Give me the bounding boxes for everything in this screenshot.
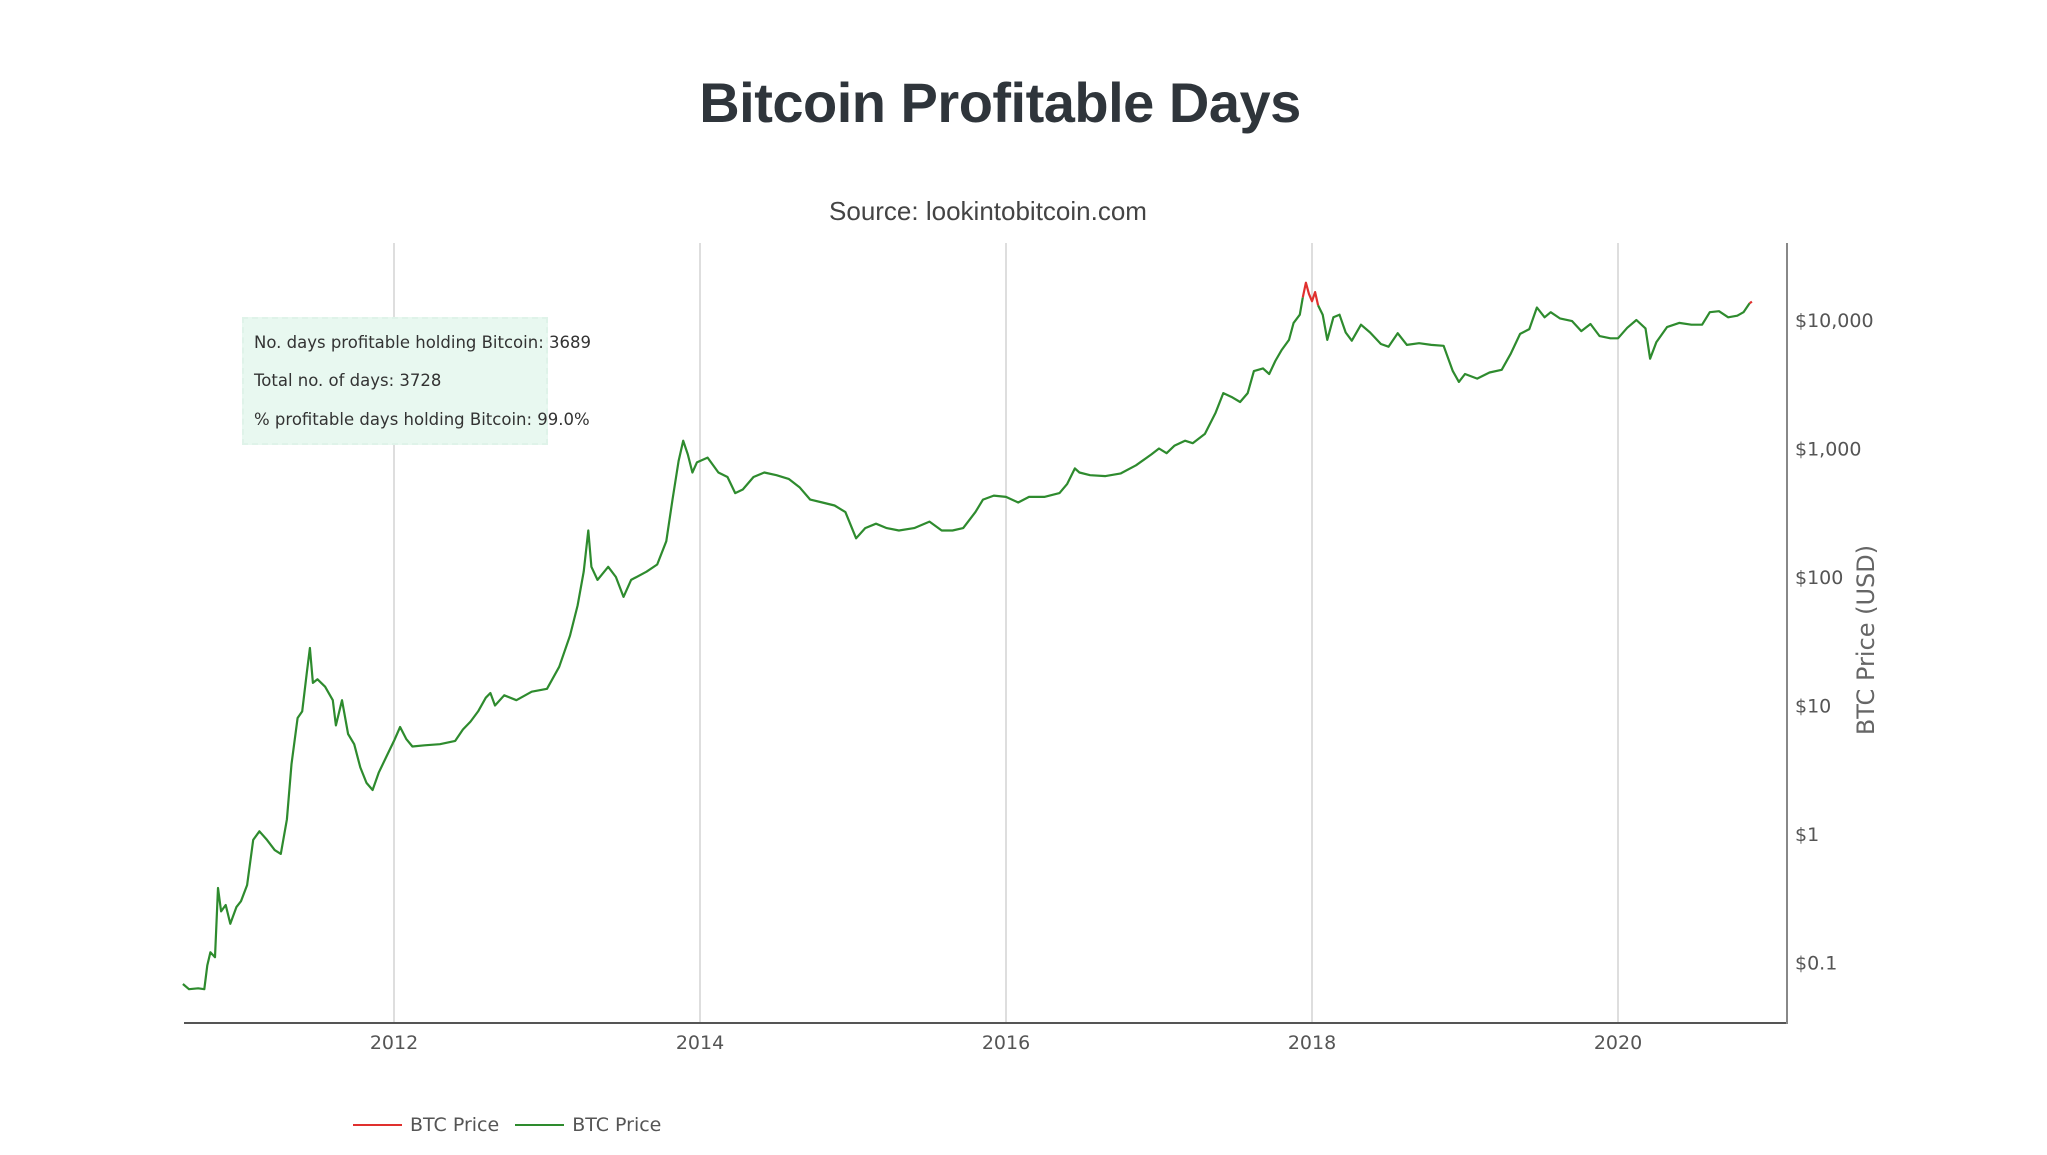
price-line-unprofitable [1748,300,1753,305]
legend-item-profitable[interactable]: BTC Price [515,1114,661,1136]
x-tick-label: 2014 [676,1032,724,1054]
gridlines [393,243,1619,1023]
y-tick-label: $10 [1795,696,1831,718]
legend-item-unprofitable[interactable]: BTC Price [353,1114,499,1136]
legend-swatch-green-line-icon [515,1124,565,1126]
legend-label: BTC Price [572,1114,662,1136]
y-tick-label: $1 [1795,824,1819,846]
price-line-profitable [182,297,1304,991]
x-tick-label: 2018 [1288,1032,1336,1054]
y-tick-label: $10,000 [1795,310,1874,332]
y-tick-label: $1,000 [1795,439,1861,461]
price-series [182,281,1753,991]
annotation-total-days: Total no. of days: 3728 [254,371,442,390]
x-tick-label: 2020 [1594,1032,1642,1054]
price-line-profitable [1317,302,1751,383]
y-tick-label: $0.1 [1795,953,1837,975]
legend-label: BTC Price [410,1114,500,1136]
y-tick-label: $100 [1795,567,1843,589]
profitability-annotation-box [242,317,548,445]
price-line-unprofitable [1301,281,1320,306]
chart-title: Bitcoin Profitable Days [699,71,1301,134]
annotation-percent-profitable: % profitable days holding Bitcoin: 99.0% [254,410,590,429]
x-tick-labels: 2012 2014 2016 2018 2020 [370,1032,1642,1054]
x-tick-label: 2016 [982,1032,1030,1054]
legend-swatch-red-line-icon [353,1124,402,1126]
annotation-days-profitable: No. days profitable holding Bitcoin: 368… [254,333,591,352]
y-axis-title: BTC Price (USD) [1852,545,1880,735]
x-tick-label: 2012 [370,1032,418,1054]
legend: BTC Price BTC Price [353,1110,677,1140]
y-tick-labels: $0.1 $1 $10 $100 $1,000 $10,000 [1795,310,1874,975]
chart-subtitle: Source: lookintobitcoin.com [829,196,1147,226]
